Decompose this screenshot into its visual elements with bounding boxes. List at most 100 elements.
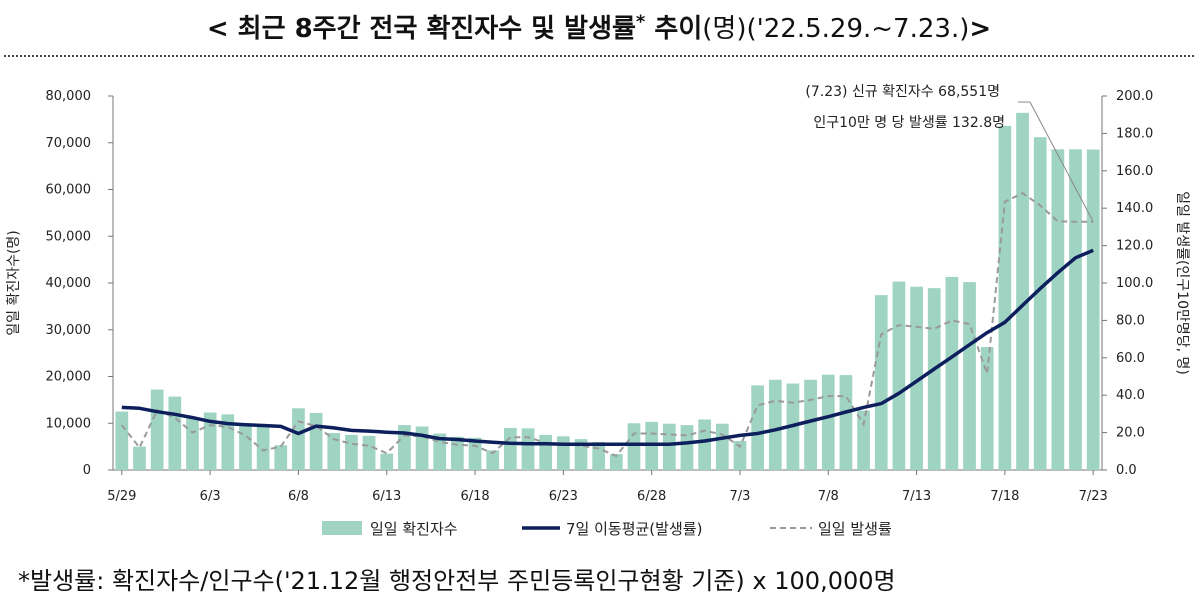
legend-label-average: 7일 이동평균(발생률) xyxy=(566,520,702,538)
x-tick-label: 6/3 xyxy=(200,489,221,504)
bar-daily-cases xyxy=(468,437,482,470)
x-tick-label: 7/3 xyxy=(729,489,750,504)
bar-daily-cases xyxy=(556,436,570,470)
left-axis-title: 일일 확진자수(명) xyxy=(6,230,22,336)
bar-daily-cases xyxy=(768,379,782,470)
covid-trend-chart: 0 10,000 20,000 30,000 40,000 50,000 60,000 70,… xyxy=(6,84,1190,538)
x-tick-label: 6/13 xyxy=(372,489,401,504)
bar-daily-cases xyxy=(521,428,535,470)
x-tick-label: 6/23 xyxy=(549,489,578,504)
bar-daily-cases xyxy=(186,418,199,470)
right-tick-label: 140.0 xyxy=(1116,201,1153,216)
bar-daily-cases xyxy=(733,441,747,470)
bar-daily-cases xyxy=(963,282,976,470)
left-tick-label: 20,000 xyxy=(46,370,92,385)
legend-swatch-bars xyxy=(322,521,362,535)
bar-daily-cases xyxy=(609,454,623,470)
bar-daily-cases xyxy=(133,446,146,470)
bar-daily-cases xyxy=(980,347,994,470)
right-axis-title: 일일 발생률(인구10만명당, 명) xyxy=(1174,191,1190,375)
right-tick-label: 20.0 xyxy=(1116,426,1145,441)
annotation-leader xyxy=(1029,101,1094,222)
bar-daily-cases xyxy=(345,434,358,470)
bar-daily-cases xyxy=(998,125,1012,471)
chart-title: < 최근 8주간 전국 확진자수 및 발생률* 추이(명)('22.5.29.~… xyxy=(0,8,1198,45)
x-tick-label: 6/28 xyxy=(637,489,666,504)
x-tick-label: 6/8 xyxy=(288,489,309,504)
line-series-layer xyxy=(121,192,1094,458)
bar-daily-cases xyxy=(274,445,288,470)
bar-daily-cases xyxy=(1051,149,1065,471)
bar-daily-cases xyxy=(804,379,817,470)
right-tick-label: 0.0 xyxy=(1116,463,1137,478)
x-tick-label: 7/8 xyxy=(818,489,839,504)
bar-daily-cases xyxy=(945,276,959,470)
line-moving-average xyxy=(121,248,1094,446)
right-tick-label: 60.0 xyxy=(1116,351,1145,366)
bar-daily-cases xyxy=(910,286,923,470)
bar-daily-cases xyxy=(821,374,835,470)
bar-daily-cases xyxy=(504,427,517,470)
x-tick-label: 7/18 xyxy=(990,489,1019,504)
annotation-new-cases: (7.23) 신규 확진자수 68,551명 xyxy=(805,84,1000,100)
right-tick-label: 40.0 xyxy=(1116,388,1145,403)
x-tick-label: 7/13 xyxy=(902,489,931,504)
bar-daily-cases xyxy=(627,423,641,470)
left-tick-label: 30,000 xyxy=(46,323,92,338)
bar-daily-cases xyxy=(715,423,729,470)
right-tick-label: 120.0 xyxy=(1116,239,1153,254)
bar-daily-cases xyxy=(327,433,341,470)
title-unit: (명) xyxy=(702,14,747,44)
bar-daily-cases xyxy=(662,423,676,470)
right-tick-label: 100.0 xyxy=(1116,276,1153,291)
legend: 일일 확진자수 7일 이동평균(발생률) 일일 발생률 xyxy=(322,520,892,538)
x-tick-label: 5/29 xyxy=(107,489,136,504)
right-tick-label: 160.0 xyxy=(1116,164,1153,179)
left-tick-label: 0 xyxy=(83,463,91,478)
legend-label-rate: 일일 발생률 xyxy=(818,520,892,538)
bar-daily-cases xyxy=(451,436,464,470)
title-star: * xyxy=(635,11,646,33)
bar-daily-cases xyxy=(256,425,270,470)
bar-daily-cases xyxy=(592,441,606,470)
bar-daily-cases xyxy=(751,385,764,470)
left-tick-label: 40,000 xyxy=(46,276,92,291)
bar-daily-cases xyxy=(380,453,394,470)
bar-daily-cases xyxy=(539,434,553,470)
bar-daily-cases xyxy=(1033,137,1047,470)
x-tick-label: 6/18 xyxy=(460,489,489,504)
left-tick-label: 60,000 xyxy=(46,183,92,198)
right-tick-label: 180.0 xyxy=(1116,126,1153,141)
bar-daily-cases xyxy=(857,410,870,470)
bar-daily-cases xyxy=(292,408,305,470)
bar-daily-cases xyxy=(1069,149,1082,471)
bar-daily-cases xyxy=(486,450,500,470)
bar-daily-cases xyxy=(203,412,217,470)
title-main: < 최근 8주간 전국 확진자수 및 발생률 xyxy=(206,14,636,44)
bar-daily-cases xyxy=(927,288,941,470)
bar-series-layer xyxy=(115,112,1100,471)
right-tick-label: 80.0 xyxy=(1116,313,1145,328)
x-tick-label: 7/23 xyxy=(1079,489,1108,504)
bar-daily-cases xyxy=(839,375,853,470)
title-mid: 추이 xyxy=(645,14,703,44)
bar-daily-cases xyxy=(115,411,129,470)
left-tick-label: 70,000 xyxy=(46,136,92,151)
bar-daily-cases xyxy=(698,419,711,470)
bar-daily-cases xyxy=(309,412,323,470)
bar-daily-cases xyxy=(892,281,906,470)
annotation-rate: 인구10만 명 당 발생률 132.8명 xyxy=(813,115,1005,131)
bar-daily-cases xyxy=(1086,149,1100,470)
bar-daily-cases xyxy=(168,396,182,470)
bar-daily-cases xyxy=(680,425,694,470)
bar-daily-cases xyxy=(874,295,888,470)
footnote: *발생률: 확진자수/인구수('21.12월 행정안전부 주민등록인구현황 기준… xyxy=(18,567,896,595)
bar-daily-cases xyxy=(150,389,164,470)
title-divider xyxy=(4,55,1194,57)
axes-layer: 0 10,000 20,000 30,000 40,000 50,000 60,000 70,… xyxy=(6,89,1190,504)
left-tick-label: 50,000 xyxy=(46,229,92,244)
title-period: ('22.5.29.~7.23.) xyxy=(746,14,970,44)
left-tick-label: 10,000 xyxy=(46,416,92,431)
bar-daily-cases xyxy=(239,424,252,470)
